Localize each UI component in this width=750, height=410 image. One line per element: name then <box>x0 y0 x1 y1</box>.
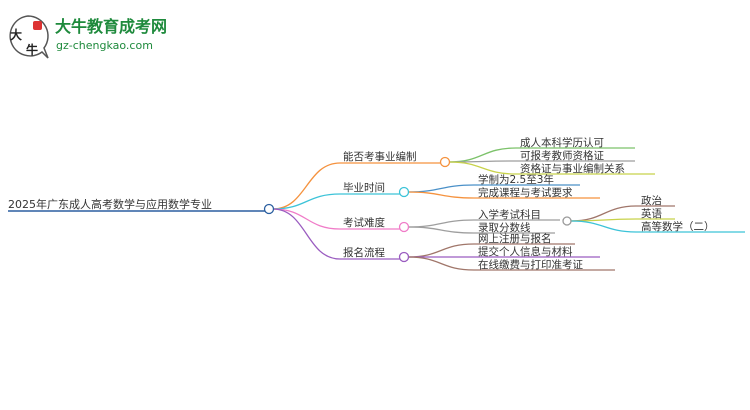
leaf-topic: 提交个人信息与材料 <box>478 245 573 258</box>
sub-topic: 英语 <box>641 207 662 220</box>
branch-topic: 能否考事业编制 <box>343 150 417 163</box>
leaf-topic: 完成课程与考试要求 <box>478 186 573 199</box>
logo-url: gz-chengkao.com <box>56 39 153 52</box>
collapse-toggle-icon[interactable] <box>562 216 572 226</box>
leaf-connector <box>407 184 475 193</box>
leaf-topic: 学制为2.5至3年 <box>478 173 554 186</box>
sub-connector <box>570 220 638 233</box>
leaf-topic: 在线缴费与打印准考证 <box>478 258 583 271</box>
sub-topic: 高等数学（二） <box>641 220 715 233</box>
branch-topic: 考试难度 <box>343 216 385 229</box>
collapse-toggle-icon[interactable] <box>398 251 410 263</box>
branch-connector <box>272 208 341 260</box>
leaf-connector <box>407 219 475 228</box>
branch-topic: 毕业时间 <box>343 181 385 194</box>
collapse-toggle-icon[interactable] <box>439 156 451 168</box>
svg-text:牛: 牛 <box>26 42 38 57</box>
leaf-topic: 可报考教师资格证 <box>520 149 604 162</box>
leaf-connector <box>407 191 475 199</box>
collapse-toggle-icon[interactable] <box>398 221 410 233</box>
branch-topic: 报名流程 <box>343 246 385 259</box>
leaf-topic: 成人本科学历认可 <box>520 136 604 149</box>
leaf-topic: 资格证与事业编制关系 <box>520 162 625 175</box>
leaf-connector <box>407 226 475 234</box>
collapse-toggle-icon[interactable] <box>263 203 275 215</box>
sub-topic: 政治 <box>641 194 662 207</box>
leaf-connector <box>448 147 517 163</box>
logo-mark-icon: 大 牛 <box>9 15 49 59</box>
branch-connector <box>272 162 341 210</box>
branch-connector <box>272 193 341 210</box>
leaf-topic: 录取分数线 <box>478 221 531 234</box>
svg-text:大: 大 <box>10 27 22 42</box>
leaf-connector <box>407 243 475 258</box>
logo-title: 大牛教育成考网 <box>55 17 168 36</box>
leaf-topic: 网上注册与报名 <box>478 232 552 245</box>
leaf-connector <box>448 161 517 175</box>
branch-connector <box>272 208 341 230</box>
leaf-connector <box>407 256 475 271</box>
root-topic: 2025年广东成人高考数学与应用数学专业 <box>8 197 212 211</box>
collapse-toggle-icon[interactable] <box>398 186 410 198</box>
leaf-topic: 入学考试科目 <box>478 208 541 221</box>
